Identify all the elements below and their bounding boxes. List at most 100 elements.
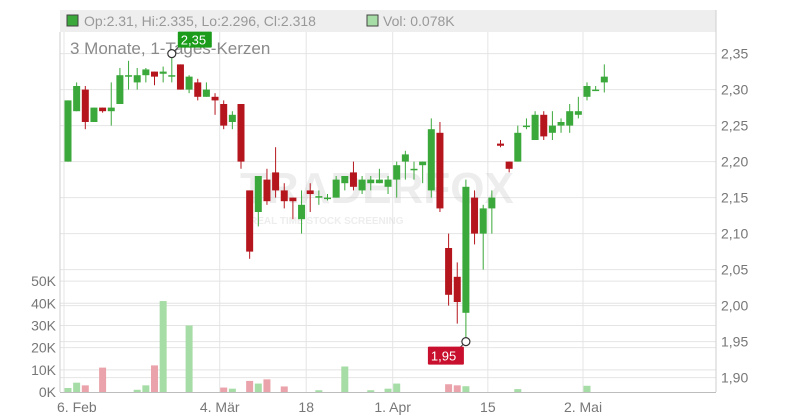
candle: [185, 75, 193, 94]
price-tick-label: 1,90: [721, 370, 748, 386]
candle-body: [194, 82, 202, 97]
candle-body: [427, 129, 435, 191]
candle: [592, 86, 600, 92]
candle-body: [263, 179, 271, 202]
candle-body: [81, 89, 89, 122]
candle: [211, 93, 219, 115]
candle: [298, 190, 306, 234]
candle: [583, 82, 591, 101]
x-tick-label: 6. Feb: [57, 399, 97, 415]
candle: [246, 190, 254, 259]
candle: [566, 104, 574, 133]
candle: [393, 161, 401, 198]
candle-body: [176, 64, 184, 90]
candle: [64, 100, 72, 162]
candle-body: [185, 76, 193, 90]
candle: [280, 183, 288, 209]
candle: [81, 86, 89, 130]
volume-tick-label: 20K: [31, 340, 57, 356]
candle-body: [453, 276, 461, 302]
price-tick-label: 2,25: [721, 118, 748, 134]
candle-body: [497, 143, 504, 146]
low-label: 1,95: [431, 349, 456, 364]
candle: [254, 176, 262, 227]
candle: [237, 104, 245, 169]
volume-tick-label: 50K: [31, 273, 57, 289]
volume-bar: [384, 388, 392, 392]
candle-body: [324, 197, 331, 200]
candle: [419, 161, 427, 184]
candle-body: [298, 204, 306, 220]
candle: [142, 68, 150, 83]
volume-tick-label: 30K: [31, 317, 57, 333]
volume-bar: [254, 383, 262, 392]
candle-body: [540, 114, 548, 137]
candle: [263, 168, 271, 205]
candle-body: [280, 190, 288, 202]
candle: [600, 64, 608, 93]
low-marker-icon: [461, 337, 471, 347]
candle-body: [211, 96, 219, 101]
candle-body: [471, 197, 479, 234]
candle: [99, 107, 107, 113]
volume-bar: [64, 388, 72, 392]
candle-body: [522, 125, 530, 128]
candle: [557, 118, 565, 133]
volume-bar: [142, 385, 150, 392]
legend-bar: [60, 10, 716, 32]
volume-bar: [462, 386, 470, 392]
candle-body: [220, 104, 228, 126]
candle-body: [116, 75, 124, 104]
candle-body: [367, 179, 375, 184]
price-legend-text: Op:2.31, Hi:2.335, Lo:2.296, Cl:2.318: [84, 13, 316, 29]
volume-bar: [81, 385, 89, 392]
candle: [505, 161, 513, 173]
candle-body: [514, 132, 522, 162]
candle: [540, 111, 548, 140]
volume-legend-swatch: [366, 14, 379, 27]
volume-bar: [228, 388, 236, 392]
candle: [133, 68, 141, 90]
candle-body: [202, 89, 210, 97]
volume-bar: [151, 365, 158, 392]
candle-body: [479, 208, 487, 234]
volume-bar: [315, 390, 323, 392]
volume-bar: [367, 390, 375, 392]
candle: [73, 82, 81, 112]
candle: [358, 176, 366, 194]
candle: [125, 60, 133, 90]
candle-body: [99, 107, 107, 112]
candle: [410, 161, 418, 180]
volume-bar: [220, 387, 228, 392]
candle: [488, 190, 496, 234]
volume-bar: [133, 389, 141, 392]
volume-bar: [445, 384, 453, 392]
x-tick-label: 1. Apr: [374, 399, 411, 415]
candle-body: [419, 161, 427, 166]
candle-body: [592, 89, 600, 92]
candle: [341, 176, 349, 191]
candle: [384, 176, 392, 194]
candle: [220, 100, 228, 130]
candle-body: [246, 190, 254, 252]
candle: [151, 71, 158, 86]
price-tick-label: 2,10: [721, 226, 748, 242]
candle-body: [445, 248, 453, 295]
candle-body: [548, 125, 556, 133]
candle-body: [393, 165, 401, 180]
candle-body: [228, 114, 236, 122]
candle: [479, 204, 487, 270]
volume-bar: [73, 382, 81, 392]
volume-tick-label: 10K: [31, 362, 57, 378]
candle-body: [375, 179, 383, 184]
candle-body: [133, 75, 141, 83]
candle: [289, 197, 297, 220]
volume-bar: [280, 386, 288, 392]
candle: [471, 190, 479, 245]
price-tick-label: 1,95: [721, 334, 748, 350]
candle-body: [531, 114, 539, 140]
candle: [272, 147, 280, 198]
candle: [107, 82, 115, 126]
candle: [548, 111, 556, 140]
